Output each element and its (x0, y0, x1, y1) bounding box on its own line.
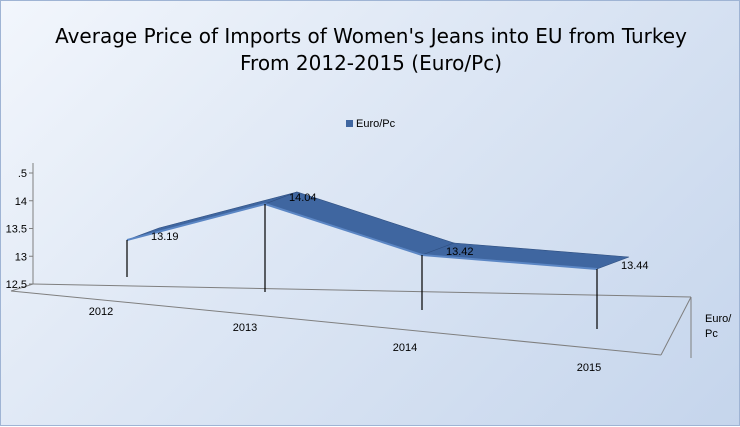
chart-subtitle: From 2012-2015 (Euro/Pc) (239, 51, 502, 75)
x-tick-label: 2013 (233, 322, 257, 334)
legend-swatch (346, 120, 353, 127)
x-tick-label: 2012 (89, 306, 113, 318)
data-label: 14.04 (289, 192, 317, 204)
floor-right-edge (660, 296, 692, 356)
depth-axis-label: Pc (705, 328, 718, 340)
y-tick-label: 14 (15, 196, 27, 208)
floor-back-edge (32, 283, 692, 298)
floor-left-edge (10, 283, 34, 292)
x-tick-label: 2015 (577, 362, 601, 374)
data-label: 13.44 (621, 260, 649, 272)
depth-axis-label: Euro/ (705, 313, 732, 325)
chart-title-line1: Average Price of Imports of Women's Jean… (55, 24, 687, 48)
y-tick-label: .5 (18, 168, 27, 180)
chart-title: Average Price of Imports of Women's Jean… (41, 23, 701, 77)
y-tick-label: 13.5 (6, 224, 27, 236)
ribbon-front-edge (126, 203, 266, 241)
y-tick-label: 12.5 (6, 279, 27, 291)
ribbon-front-edge (421, 254, 598, 270)
x-tick-label: 2014 (393, 342, 417, 354)
floor-front-edge (10, 290, 662, 356)
data-label: 13.42 (446, 246, 474, 258)
y-tick-label: 13 (15, 251, 27, 263)
data-label: 13.19 (151, 231, 179, 243)
legend-label: Euro/Pc (356, 118, 396, 130)
ribbon-front-edge (264, 203, 423, 256)
